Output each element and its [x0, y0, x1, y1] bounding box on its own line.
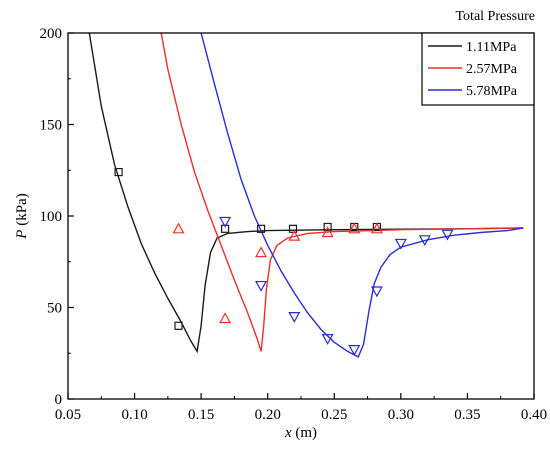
data-point	[394, 238, 407, 250]
x-tick-label: 0.25	[321, 407, 347, 423]
x-tick-label: 0.05	[55, 407, 81, 423]
y-tick-label: 150	[40, 118, 63, 134]
data-point	[288, 229, 301, 241]
legend-box	[421, 32, 535, 106]
data-point	[256, 224, 266, 233]
y-tick-label: 50	[47, 301, 62, 317]
data-point	[288, 312, 301, 323]
series-line-2	[200, 33, 524, 358]
legend-title: Total Pressure	[455, 9, 535, 24]
x-axis: 0.05 0.10 0.15 0.20 0.25 0.30 0.35 0.40	[55, 393, 547, 423]
data-point	[348, 344, 361, 356]
data-point	[321, 334, 334, 345]
legend-label: 5.78MPa	[466, 84, 518, 99]
marker-layer	[114, 167, 454, 356]
x-tick-label: 0.30	[388, 407, 414, 423]
data-point	[418, 235, 431, 247]
data-point	[219, 216, 232, 228]
data-point	[370, 222, 383, 234]
data-point	[255, 280, 268, 292]
y-tick-label: 0	[55, 392, 63, 408]
x-tick-label: 0.10	[121, 407, 147, 423]
data-point	[441, 229, 454, 241]
y-tick-label: 100	[40, 209, 63, 225]
y-axis-label: P (kPa)	[14, 193, 30, 239]
x-tick-label: 0.15	[188, 407, 214, 423]
x-tick-label: 0.40	[521, 407, 547, 423]
data-point	[114, 167, 123, 177]
y-axis: 0 50 100 150 200	[40, 26, 74, 408]
data-point	[323, 222, 332, 232]
data-point	[255, 246, 268, 258]
data-point	[288, 224, 298, 233]
data-point	[348, 222, 361, 234]
data-point	[174, 321, 183, 330]
legend-label: 1.11MPa	[466, 40, 517, 55]
data-point	[321, 226, 334, 238]
x-tick-label: 0.20	[255, 407, 281, 423]
x-axis-label: x (m)	[284, 425, 317, 441]
data-point	[172, 222, 185, 234]
legend: 1.11MPa 2.57MPa 5.78MPa	[421, 32, 535, 106]
data-point	[219, 312, 232, 324]
legend-label: 2.57MPa	[466, 62, 518, 77]
series-line-0	[88, 33, 524, 354]
y-tick-label: 200	[40, 26, 63, 42]
x-tick-label: 0.35	[454, 407, 480, 423]
data-point	[370, 286, 383, 298]
